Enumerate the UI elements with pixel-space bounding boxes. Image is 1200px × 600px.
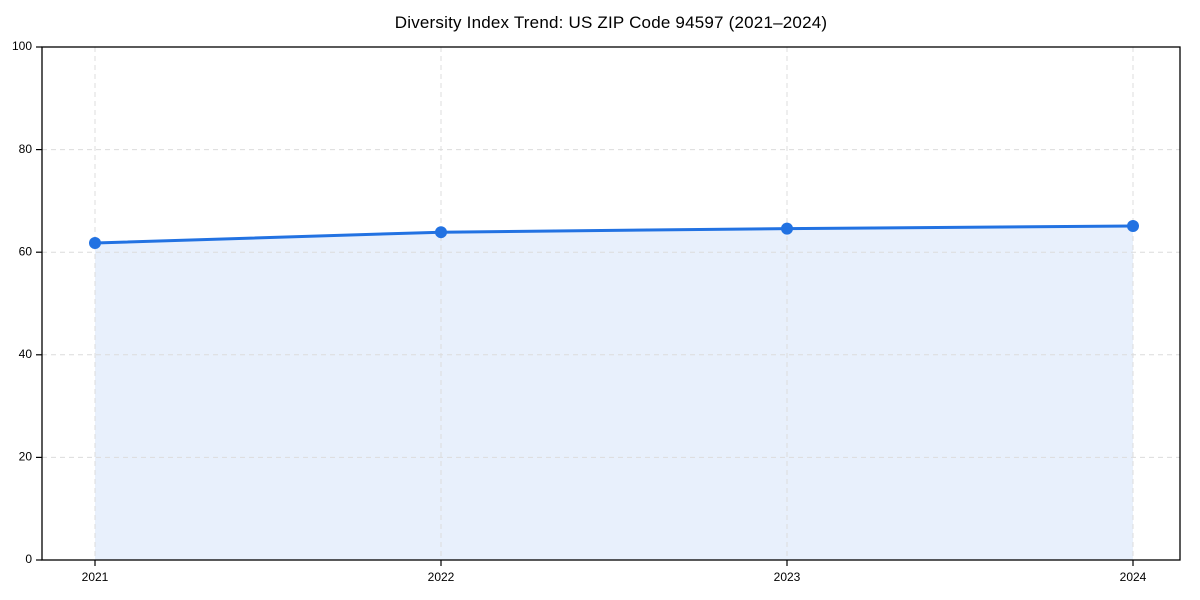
- y-tick-label: 0: [25, 552, 32, 566]
- area-fill: [95, 226, 1133, 561]
- y-tick-label: 40: [19, 347, 33, 361]
- y-tick-label: 80: [19, 142, 33, 156]
- x-tick-label: 2024: [1120, 570, 1147, 584]
- plot-border: [41, 46, 1181, 561]
- trend-line: [93, 224, 1135, 245]
- chart-title: Diversity Index Trend: US ZIP Code 94597…: [394, 13, 828, 32]
- x-tick-label: 2021: [82, 570, 109, 584]
- data-point-2022: [435, 226, 447, 239]
- y-tick-label: 20: [19, 450, 33, 464]
- x-tick-label: 2022: [428, 570, 455, 584]
- data-point-2024: [1127, 220, 1139, 233]
- data-point-2021: [89, 236, 101, 249]
- data-point-2023: [781, 222, 793, 235]
- y-tick-label: 60: [19, 244, 33, 258]
- y-tick-label: 100: [12, 39, 32, 53]
- x-tick-label: 2023: [774, 570, 801, 584]
